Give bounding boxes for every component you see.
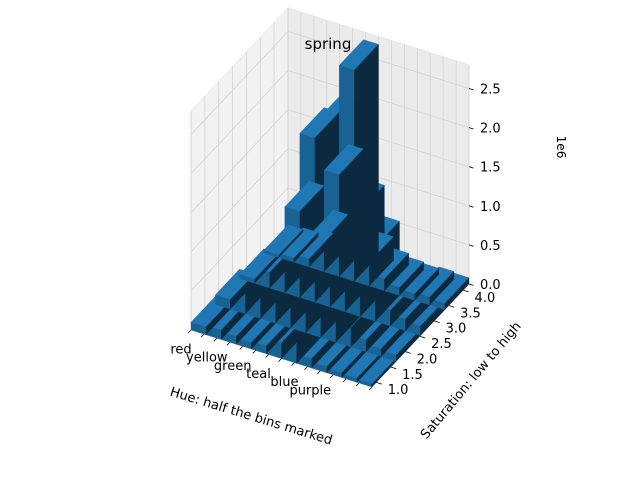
x-tick <box>330 374 334 379</box>
bar-side-face <box>444 277 470 311</box>
y-tick-label: 1.0 <box>388 383 409 398</box>
x-tick <box>304 366 308 371</box>
y-tick <box>434 320 440 323</box>
y-tick <box>405 351 411 354</box>
grid-line-z <box>190 187 470 292</box>
bar <box>278 227 319 263</box>
bar-side-face <box>429 271 455 306</box>
bar-side-face <box>278 229 304 258</box>
x-tick <box>226 341 231 346</box>
bar-side-face <box>384 252 409 292</box>
y-tick <box>390 366 397 370</box>
z-tick <box>468 127 474 130</box>
z-tick <box>468 244 474 247</box>
x-tick <box>278 358 282 362</box>
z-tick-label: 2.5 <box>480 83 501 98</box>
x-tick <box>317 370 321 375</box>
grid-line-z <box>190 31 470 135</box>
y-tick-label: 4.0 <box>475 291 496 306</box>
bar-side-face <box>399 261 424 296</box>
x-tick <box>213 337 218 342</box>
y-tick <box>448 305 455 308</box>
bar <box>263 224 304 258</box>
grid-line-z <box>190 109 470 213</box>
y-tick <box>463 289 469 293</box>
z-tick-label: 0.0 <box>480 278 501 293</box>
bars-group <box>190 39 470 388</box>
x-tick-label: teal <box>246 367 271 382</box>
y-tick-label: 2.0 <box>417 353 438 368</box>
x-tick-label: red <box>170 343 191 358</box>
y-tick-label: 3.0 <box>446 322 467 337</box>
x-tick <box>265 354 269 358</box>
x-tick-label: blue <box>270 375 298 390</box>
x-tick <box>200 333 205 338</box>
z-tick-label: 2.0 <box>480 122 501 137</box>
bar <box>326 342 367 378</box>
x-tick <box>187 329 192 334</box>
z-tick <box>468 205 474 208</box>
z-tick <box>468 88 474 91</box>
x-tick-label: yellow <box>186 351 228 366</box>
bar-side-face <box>414 267 439 301</box>
y-tick-label: 3.5 <box>460 306 481 321</box>
x-tick <box>368 386 373 391</box>
x-tick-label: green <box>214 359 252 374</box>
z-tick-label: 1.5 <box>480 161 501 176</box>
bar-side-face <box>308 233 334 268</box>
grid-line-z <box>190 148 470 253</box>
z-tick <box>468 283 474 286</box>
x-tick <box>252 350 256 354</box>
bar <box>239 248 280 284</box>
bar-side-face <box>369 236 394 287</box>
z-offset-text: 1e6 <box>554 136 568 159</box>
x-tick-label: purple <box>289 383 331 398</box>
y-tick-label: 1.5 <box>402 368 423 383</box>
z-tick-label: 1.0 <box>480 200 501 215</box>
bar-side-face <box>293 232 319 263</box>
grid-line-z <box>190 70 470 174</box>
z-tick <box>468 166 474 169</box>
x-tick <box>355 382 360 387</box>
bar <box>399 263 440 301</box>
bar <box>429 272 470 311</box>
x-tick <box>291 362 295 366</box>
x-tick <box>239 346 244 350</box>
x-tick <box>342 378 347 383</box>
chart-title: spring <box>305 35 352 53</box>
z-tick-label: 0.5 <box>480 239 501 254</box>
y-tick <box>419 335 426 339</box>
y-tick <box>376 382 382 385</box>
y-tick-label: 2.5 <box>431 337 452 352</box>
